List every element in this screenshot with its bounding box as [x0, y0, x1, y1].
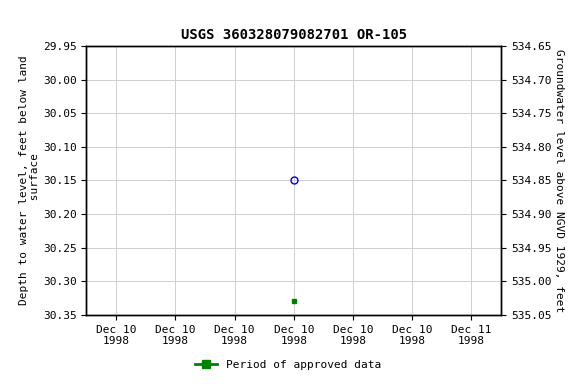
Title: USGS 360328079082701 OR-105: USGS 360328079082701 OR-105	[181, 28, 407, 42]
Legend: Period of approved data: Period of approved data	[191, 356, 385, 375]
Y-axis label: Groundwater level above NGVD 1929, feet: Groundwater level above NGVD 1929, feet	[554, 49, 564, 312]
Y-axis label: Depth to water level, feet below land
 surface: Depth to water level, feet below land su…	[18, 56, 40, 305]
